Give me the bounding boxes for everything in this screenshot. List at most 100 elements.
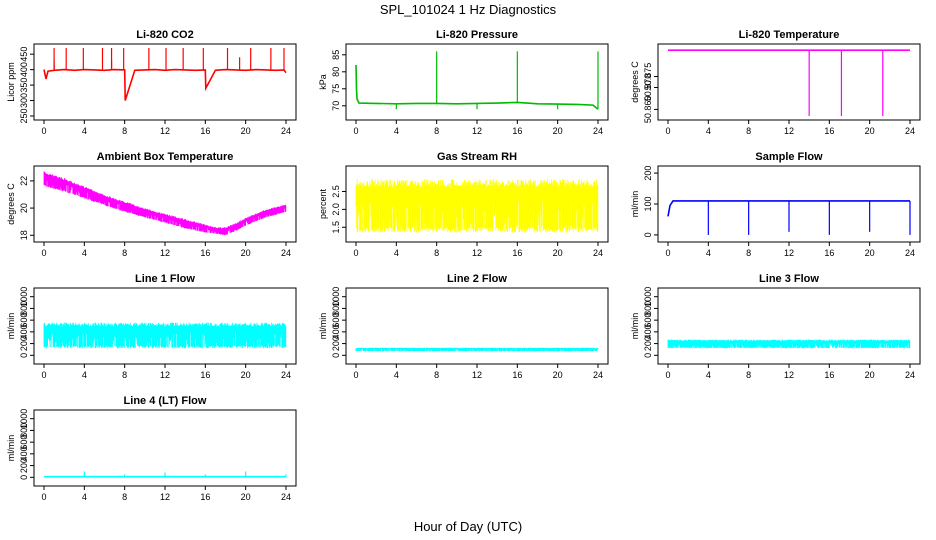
x-tick-label: 12 [784,248,794,258]
x-tick-label: 20 [553,370,563,380]
y-tick-label: 400 [331,324,341,339]
series-band [43,322,287,349]
y-tick-label: 350 [19,78,29,93]
x-tick-label: 12 [472,370,482,380]
x-tick-label: 4 [706,370,711,380]
chart-panel-1: Li-820 CO2 0 4 8 12 16 20 24 250300350400450Lico… [6,29,297,136]
x-tick-label: 12 [784,126,794,136]
y-tick-label: 400 [19,324,29,339]
x-tick-label: 4 [82,126,87,136]
chart-panel-10: Line 4 (LT) Flow 0 4 8 12 16 20 24 0 200400600800… [6,395,297,502]
y-tick-label: 0 [19,353,29,358]
x-tick-label: 24 [593,370,603,380]
x-tick-label: 20 [553,126,563,136]
series-band [667,339,911,349]
y-tick-label: 75 [331,84,341,94]
y-tick-label: 2.0 [331,203,341,216]
y-tick-label: 800 [19,423,29,438]
series-band [355,178,599,233]
y-tick-label: 1.5 [331,221,341,234]
y-tick-label: 85 [331,50,341,60]
y-tick-label: 1000 [643,287,653,307]
x-tick-label: 12 [160,126,170,136]
y-tick-label: 300 [19,93,29,108]
x-tick-label: 4 [82,248,87,258]
x-tick-label: 4 [82,370,87,380]
y-tick-label: 450 [19,47,29,62]
x-tick-label: 0 [665,126,670,136]
y-axis-label: degrees C [6,183,16,225]
series-line [667,200,910,217]
x-tick-label: 16 [200,126,210,136]
x-tick-label: 8 [122,248,127,258]
chart-title: Line 4 (LT) Flow [124,395,207,407]
y-axis-label: percent [318,188,328,219]
y-tick-label: 400 [643,324,653,339]
x-tick-label: 8 [122,126,127,136]
y-tick-label: 600 [19,435,29,450]
x-tick-label: 0 [665,370,670,380]
x-tick-label: 12 [160,248,170,258]
x-tick-label: 24 [593,248,603,258]
y-tick-label: 70 [331,101,341,111]
chart-title: Li-820 Pressure [436,29,518,41]
x-tick-label: 0 [41,126,46,136]
y-axis-label: kPa [318,74,328,90]
x-tick-label: 20 [241,248,251,258]
plot-frame [33,165,297,243]
x-tick-label: 0 [41,370,46,380]
x-tick-label: 4 [394,370,399,380]
y-axis-label: ml/min [318,313,328,340]
x-tick-label: 16 [512,248,522,258]
y-tick-label: 0 [643,232,653,237]
x-tick-label: 8 [434,370,439,380]
x-tick-label: 4 [394,126,399,136]
chart-panel-9: Line 3 Flow 0 4 8 12 16 20 24 0 2004006008001000m… [630,273,921,380]
chart-title: Line 2 Flow [447,273,507,285]
x-tick-label: 16 [512,126,522,136]
chart-panel-4: Ambient Box Temperature 0 4 8 12 16 20 24 18 20 22… [6,151,297,258]
x-tick-label: 8 [746,370,751,380]
y-tick-label: 800 [19,301,29,316]
y-tick-label: 22 [19,176,29,186]
plot-frame [33,43,297,121]
x-tick-label: 20 [865,370,875,380]
y-tick-label: 50.875 [643,63,653,91]
x-tick-label: 16 [512,370,522,380]
chart-title: Li-820 Temperature [739,29,840,41]
series-band [43,171,287,236]
chart-title: Line 3 Flow [759,273,819,285]
y-tick-label: 400 [19,446,29,461]
series-line [43,68,287,101]
x-tick-label: 24 [281,492,291,502]
y-tick-label: 800 [643,301,653,316]
x-tick-label: 0 [41,492,46,502]
plot-frame [345,287,609,365]
y-tick-label: 200 [331,336,341,351]
y-tick-label: 250 [19,108,29,123]
x-tick-label: 0 [665,248,670,258]
x-tick-label: 8 [434,248,439,258]
y-tick-label: 200 [19,336,29,351]
x-tick-label: 24 [905,126,915,136]
y-tick-label: 400 [19,62,29,77]
x-tick-label: 8 [746,126,751,136]
x-tick-label: 16 [824,126,834,136]
series-line [355,64,599,110]
y-axis-label: ml/min [6,313,16,340]
y-tick-label: 18 [19,230,29,240]
series-band [355,347,599,352]
x-tick-label: 16 [824,248,834,258]
chart-title: Line 1 Flow [135,273,195,285]
x-tick-label: 0 [353,370,358,380]
x-tick-label: 24 [905,370,915,380]
y-tick-label: 20 [19,203,29,213]
x-tick-label: 16 [200,370,210,380]
x-tick-label: 4 [706,126,711,136]
y-tick-label: 1000 [19,409,29,429]
x-tick-label: 20 [865,126,875,136]
chart-panel-8: Line 2 Flow 0 4 8 12 16 20 24 0 2004006008001000m… [318,273,609,380]
y-tick-label: 600 [19,313,29,328]
